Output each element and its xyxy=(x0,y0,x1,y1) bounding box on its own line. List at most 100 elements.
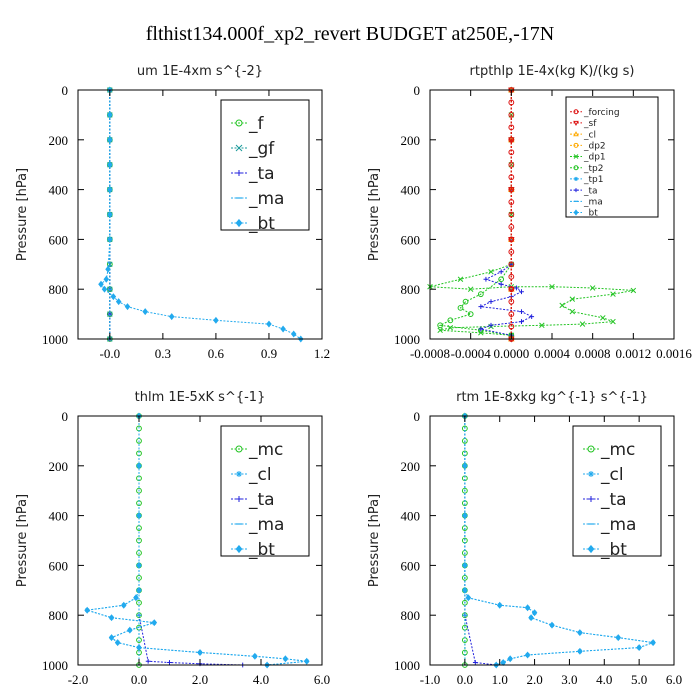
legend: _f _gf _ta _ma _bt xyxy=(220,99,310,234)
data-point-bt xyxy=(577,629,583,637)
legend-marker xyxy=(574,188,578,193)
y-tick-label: 800 xyxy=(401,608,421,623)
legend-label: _ma xyxy=(248,189,284,209)
data-point-dp1 xyxy=(457,276,464,282)
x-tick-label: 0.9 xyxy=(261,346,277,361)
data-point-bt xyxy=(252,652,258,660)
data-point-bt xyxy=(524,651,531,659)
data-point-ta xyxy=(478,304,484,310)
x-tick-label: 0.0016 xyxy=(656,346,692,361)
x-tick-label: 3.0 xyxy=(561,672,577,687)
legend-label: _mc xyxy=(600,440,635,460)
data-point-ta xyxy=(514,285,519,291)
data-point-bt xyxy=(303,657,310,665)
data-point-bt xyxy=(103,275,110,283)
legend-label: _ma xyxy=(583,197,603,207)
data-point-bt xyxy=(136,644,142,652)
data-point-bt xyxy=(107,111,113,119)
y-tick-label: 200 xyxy=(401,459,421,474)
legend-label: _cl xyxy=(248,465,272,485)
y-tick-label: 800 xyxy=(49,608,69,623)
data-point-bt xyxy=(462,462,468,470)
data-point-ta xyxy=(478,326,484,332)
data-point-forcing xyxy=(508,99,515,106)
x-tick-label: -0.0008 xyxy=(410,346,450,361)
y-tick-label: 400 xyxy=(49,509,69,524)
data-point-forcing xyxy=(508,112,515,118)
y-tick-label: 400 xyxy=(401,183,421,198)
y-tick-label: 1000 xyxy=(42,658,68,673)
legend-label: _ta xyxy=(248,490,275,510)
legend-label: _bt xyxy=(248,540,275,560)
chart-panel-3: thlm 1E-5xK s^{-1} Pressure [hPa] -2.0 0.0 2… xyxy=(15,390,330,687)
figure-title: flthist134.000f_xp2_revert BUDGET at250E… xyxy=(146,23,554,45)
data-point-forcing xyxy=(508,161,515,168)
legend-label: _dp1 xyxy=(583,153,606,163)
data-point-forcing xyxy=(508,311,515,318)
data-point-forcing xyxy=(508,248,515,255)
y-tick-label: 400 xyxy=(401,509,421,524)
data-point-tp2 xyxy=(462,298,469,305)
panel-title: thlm 1E-5xK s^{-1} xyxy=(135,390,266,405)
data-point-bt xyxy=(462,586,468,594)
legend-label: _forcing xyxy=(583,108,620,118)
data-point-tp2 xyxy=(467,311,474,318)
x-tick-label: 4.0 xyxy=(596,672,612,687)
data-point-ta xyxy=(167,660,172,665)
data-point-dp1 xyxy=(600,315,606,321)
legend-marker xyxy=(235,544,243,554)
data-point-forcing xyxy=(508,199,515,205)
data-point-bt xyxy=(168,313,175,321)
data-point-ta xyxy=(498,269,504,275)
chart-panel-1: um 1E-4xm s^{-2} Pressure [hPa] -0.0 0.3 0.6… xyxy=(15,64,330,361)
plot-frame xyxy=(429,415,675,666)
data-point-forcing xyxy=(508,261,515,268)
data-point-tp2 xyxy=(477,291,484,298)
y-tick-label: 800 xyxy=(49,282,69,297)
x-tick-label: 0.3 xyxy=(155,346,171,361)
data-point-forcing xyxy=(508,174,515,181)
legend-marker xyxy=(587,544,595,554)
legend-label: _ta xyxy=(248,164,275,184)
data-point-bt xyxy=(282,655,289,663)
data-point-tp2 xyxy=(457,304,464,311)
data-point-bt xyxy=(500,659,506,666)
y-axis-label: Pressure [hPa] xyxy=(15,168,30,261)
y-tick-label: 0 xyxy=(414,409,421,424)
plot-frame xyxy=(77,89,323,340)
y-axis-label: Pressure [hPa] xyxy=(367,494,382,587)
data-point-dp1 xyxy=(437,327,443,334)
x-tick-label: 1.2 xyxy=(314,346,330,361)
y-tick-label: 0 xyxy=(62,83,69,98)
legend-label: _cl xyxy=(583,130,596,140)
x-tick-label: 6.0 xyxy=(314,672,330,687)
data-point-bt xyxy=(115,298,122,306)
data-point-dp1 xyxy=(559,302,565,309)
legend-label: _bt xyxy=(600,540,627,560)
data-point-bt xyxy=(507,655,513,663)
data-point-forcing xyxy=(508,186,515,193)
y-tick-label: 1000 xyxy=(42,332,68,347)
data-point-bt xyxy=(462,512,468,520)
legend-label: _dp2 xyxy=(583,141,606,151)
data-point-dp1 xyxy=(569,296,576,302)
data-point-bt xyxy=(528,614,534,622)
x-tick-label: 5.0 xyxy=(631,672,647,687)
data-point-bt xyxy=(136,512,142,520)
data-point-bt xyxy=(105,265,111,273)
y-tick-label: 1000 xyxy=(394,332,420,347)
data-point-bt xyxy=(114,639,121,647)
legend-label: _f xyxy=(248,114,265,134)
series-group xyxy=(427,86,637,343)
data-point-bt xyxy=(110,293,117,301)
x-tick-label: 2.0 xyxy=(192,672,208,687)
data-point-forcing xyxy=(508,124,515,131)
legend-label: _tp1 xyxy=(583,175,603,185)
data-point-bt xyxy=(636,644,642,652)
data-point-bt xyxy=(101,285,108,293)
legend-marker xyxy=(235,144,243,152)
chart-panel-2: rtpthlp 1E-4x(kg K)/(kg s) Pressure [hPa]… xyxy=(367,64,692,361)
legend-label: _sf xyxy=(583,119,597,129)
data-point-bt xyxy=(549,621,555,629)
